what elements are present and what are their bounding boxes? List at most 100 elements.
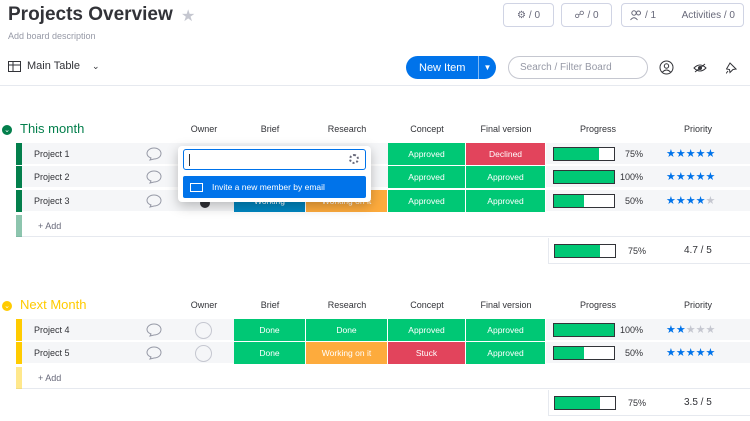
table-row[interactable]: Project 5 Done Working on it Stuck Appro… xyxy=(16,342,750,364)
progress-fill xyxy=(554,195,584,207)
search-filter-input[interactable]: Search / Filter Board xyxy=(508,56,648,79)
members-button[interactable]: / 1 xyxy=(630,10,656,21)
main-table-view-tab[interactable]: Main Table ⌄ xyxy=(8,60,100,72)
table-row[interactable]: Project 2 Approved Approved 100% ★★★★★ xyxy=(16,166,750,188)
status-cell-research[interactable]: Working on it xyxy=(306,342,388,364)
progress-fill xyxy=(554,171,614,183)
status-cell-final[interactable]: Approved xyxy=(466,190,546,212)
collapse-group-icon[interactable]: ⌄ xyxy=(2,125,12,135)
status-cell-final[interactable]: Approved xyxy=(466,319,546,341)
add-item-row[interactable]: + Add xyxy=(16,215,750,237)
integrations-button[interactable]: ⚙ / 0 xyxy=(503,3,554,27)
automations-icon: ☍ xyxy=(574,9,585,21)
collapse-group-icon[interactable]: ⌄ xyxy=(2,301,12,311)
updates-bubble-icon[interactable] xyxy=(146,323,162,337)
group-color-bar xyxy=(16,190,22,212)
add-item-row[interactable]: + Add xyxy=(16,367,750,389)
table-row[interactable]: Project 3 Working Working on it Approved… xyxy=(16,190,750,212)
status-cell-final[interactable]: Approved xyxy=(466,342,546,364)
rating-stars[interactable]: ★★★★★ xyxy=(666,148,716,160)
column-header-final-version[interactable]: Final version xyxy=(480,124,532,134)
automations-count: / 0 xyxy=(587,9,599,21)
new-item-dropdown-icon[interactable]: ▼ xyxy=(478,56,496,79)
column-header-owner[interactable]: Owner xyxy=(190,124,218,134)
summary-progress-percent: 75% xyxy=(627,398,646,408)
chevron-down-icon[interactable]: ⌄ xyxy=(92,60,100,71)
invite-member-button[interactable]: Invite a new member by email xyxy=(183,176,366,198)
board-description[interactable]: Add board description xyxy=(8,31,96,41)
group-summary: 75% 3.5 / 5 xyxy=(548,390,750,416)
column-header-research[interactable]: Research xyxy=(327,300,367,310)
updates-bubble-icon[interactable] xyxy=(146,170,162,184)
progress-bar xyxy=(553,346,615,360)
board-title[interactable]: Projects Overview xyxy=(8,4,173,25)
progress-percent: 50% xyxy=(624,196,643,206)
status-cell-concept[interactable]: Approved xyxy=(388,319,466,341)
toolbar-divider xyxy=(0,85,750,86)
new-item-label: New Item xyxy=(419,61,466,74)
column-header-brief[interactable]: Brief xyxy=(260,124,280,134)
members-activities-bar[interactable]: / 1 Activities / 0 xyxy=(621,3,744,27)
table-row[interactable]: Project 1 Approved Declined 75% ★★★★★ xyxy=(16,143,750,165)
summary-rating: 4.7 / 5 xyxy=(684,245,712,256)
status-cell-brief[interactable]: Done xyxy=(234,342,306,364)
column-header-progress[interactable]: Progress xyxy=(579,300,616,310)
status-cell-final[interactable]: Approved xyxy=(466,166,546,188)
status-cell-brief[interactable]: Done xyxy=(234,319,306,341)
item-name[interactable]: Project 3 xyxy=(34,196,70,206)
text-caret xyxy=(189,154,190,166)
person-filter-icon[interactable] xyxy=(658,59,675,76)
rating-stars[interactable]: ★★★★★ xyxy=(666,171,716,183)
new-item-button[interactable]: New Item ▼ xyxy=(406,56,496,79)
table-row[interactable]: Project 4 Done Done Approved Approved 10… xyxy=(16,319,750,341)
group-header-this-month: ⌄ This month Owner Brief Research Concep… xyxy=(0,121,750,139)
status-cell-final[interactable]: Declined xyxy=(466,143,546,165)
progress-percent: 100% xyxy=(619,172,643,182)
item-name[interactable]: Project 4 xyxy=(34,325,70,335)
rating-stars[interactable]: ★★★★★ xyxy=(666,347,716,359)
column-header-research[interactable]: Research xyxy=(327,124,367,134)
automations-button[interactable]: ☍ / 0 xyxy=(561,3,612,27)
column-header-final-version[interactable]: Final version xyxy=(480,300,532,310)
owner-picker-popup: Invite a new member by email xyxy=(178,146,371,202)
column-header-owner[interactable]: Owner xyxy=(190,300,218,310)
column-header-progress[interactable]: Progress xyxy=(579,124,616,134)
status-cell-concept[interactable]: Approved xyxy=(388,166,466,188)
eye-hide-icon[interactable] xyxy=(691,59,708,76)
activities-button[interactable]: Activities / 0 xyxy=(681,9,735,21)
column-header-brief[interactable]: Brief xyxy=(260,300,280,310)
column-header-priority[interactable]: Priority xyxy=(683,124,712,134)
summary-rating: 3.5 / 5 xyxy=(684,397,712,408)
rating-stars[interactable]: ★★★★★ xyxy=(666,195,716,207)
star-icon[interactable]: ★ xyxy=(181,8,196,25)
summary-progress-bar xyxy=(554,396,616,410)
status-cell-concept[interactable]: Approved xyxy=(388,143,466,165)
empty-avatar-icon[interactable] xyxy=(195,322,212,339)
progress-fill xyxy=(554,347,584,359)
group-title[interactable]: Next Month xyxy=(20,297,87,312)
progress-fill xyxy=(554,148,599,160)
updates-bubble-icon[interactable] xyxy=(146,194,162,208)
group-color-bar xyxy=(16,367,22,389)
group-title[interactable]: This month xyxy=(20,121,85,136)
status-cell-concept[interactable]: Approved xyxy=(388,190,466,212)
empty-avatar-icon[interactable] xyxy=(195,345,212,362)
column-header-priority[interactable]: Priority xyxy=(683,300,712,310)
column-header-concept[interactable]: Concept xyxy=(410,300,444,310)
item-name[interactable]: Project 1 xyxy=(34,149,70,159)
updates-bubble-icon[interactable] xyxy=(146,346,162,360)
owner-search-input[interactable] xyxy=(183,149,366,170)
item-name[interactable]: Project 2 xyxy=(34,172,70,182)
updates-bubble-icon[interactable] xyxy=(146,147,162,161)
members-count: / 1 xyxy=(645,9,657,21)
group-summary: 75% 4.7 / 5 xyxy=(548,238,750,264)
progress-fill xyxy=(555,397,600,409)
status-cell-research[interactable]: Done xyxy=(306,319,388,341)
group-header-next-month: ⌄ Next Month Owner Brief Research Concep… xyxy=(0,297,750,315)
summary-progress-percent: 75% xyxy=(627,246,646,256)
pin-icon[interactable] xyxy=(723,59,740,76)
rating-stars[interactable]: ★★★★★ xyxy=(666,324,716,336)
item-name[interactable]: Project 5 xyxy=(34,348,70,358)
column-header-concept[interactable]: Concept xyxy=(410,124,444,134)
status-cell-concept[interactable]: Stuck xyxy=(388,342,466,364)
